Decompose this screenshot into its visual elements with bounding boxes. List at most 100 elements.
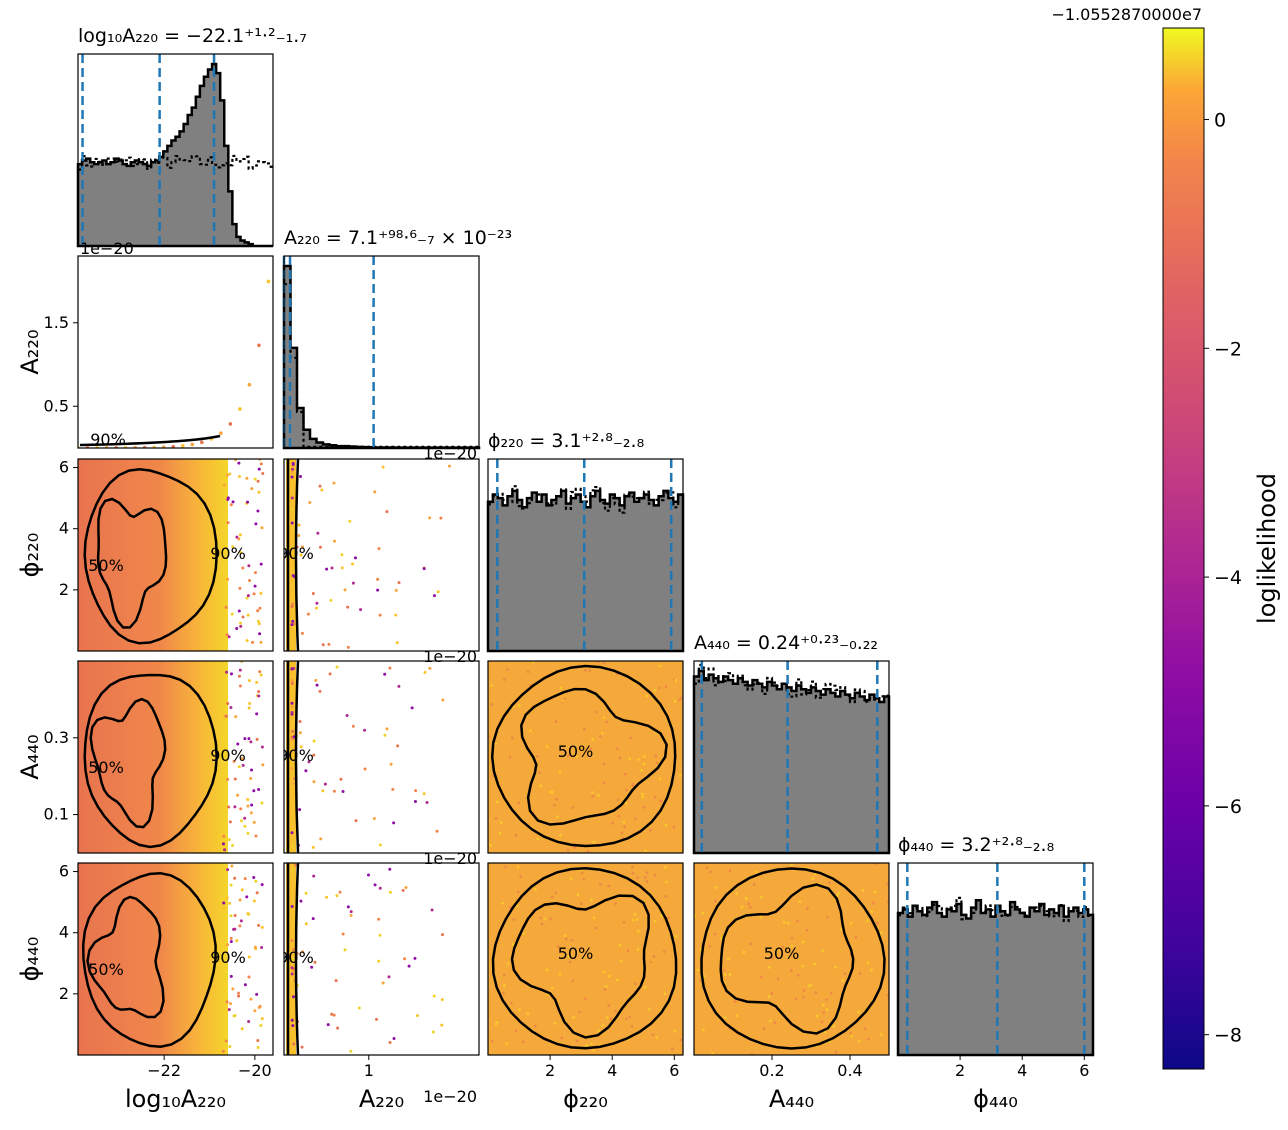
contour-label: 50% bbox=[558, 742, 594, 761]
scatter-point bbox=[618, 756, 622, 760]
scatter-point bbox=[633, 912, 637, 916]
panel-title: A₂₂₀ = 7.1⁺⁹⁸·⁶₋₇ × 10⁻²³ bbox=[284, 227, 512, 249]
scatter-point bbox=[291, 781, 295, 785]
scatter-point bbox=[363, 728, 367, 732]
scatter-point bbox=[879, 1033, 883, 1036]
scatter-point bbox=[602, 970, 606, 974]
scatter-point bbox=[815, 1014, 819, 1018]
scatter-point bbox=[312, 753, 316, 757]
scatter-point bbox=[834, 1050, 838, 1054]
x-axis-label: log₁₀A₂₂₀ bbox=[125, 1085, 226, 1113]
scatter-point bbox=[312, 874, 316, 878]
scatter-point bbox=[536, 837, 540, 841]
panel-frame bbox=[283, 660, 480, 854]
scatter-point bbox=[601, 1023, 605, 1027]
scatter-point bbox=[389, 762, 393, 766]
scatter-point bbox=[566, 848, 570, 852]
scatter-point bbox=[517, 801, 521, 805]
scatter-point bbox=[413, 800, 417, 804]
scatter-point bbox=[834, 965, 837, 969]
scatter-point bbox=[440, 1023, 444, 1027]
scatter-point bbox=[589, 747, 593, 751]
scatter-point bbox=[252, 789, 256, 793]
scatter-point bbox=[760, 895, 763, 899]
scatter-point bbox=[245, 476, 249, 480]
scatter-point bbox=[257, 622, 261, 626]
scatter-point bbox=[234, 715, 238, 719]
scatter-point bbox=[223, 848, 227, 852]
scatter-point bbox=[770, 992, 774, 995]
contour-label: 90% bbox=[210, 544, 246, 563]
scatter-point bbox=[654, 754, 658, 758]
scatter-point bbox=[522, 931, 526, 935]
scatter-point bbox=[863, 1027, 867, 1030]
scatter-point bbox=[228, 422, 233, 426]
scatter-point bbox=[290, 470, 294, 474]
scatter-point bbox=[857, 1010, 860, 1014]
scatter-point bbox=[306, 612, 310, 616]
scatter-point bbox=[591, 738, 595, 741]
scatter-point bbox=[622, 820, 626, 824]
x-tick-label: 6 bbox=[1079, 1061, 1089, 1080]
scatter-point bbox=[773, 1021, 777, 1025]
scatter-point bbox=[549, 790, 553, 794]
scatter-point bbox=[257, 467, 261, 471]
scatter-point bbox=[872, 901, 875, 905]
scatter-point bbox=[225, 714, 229, 718]
panel-frame bbox=[487, 458, 684, 652]
panel-frame bbox=[487, 660, 684, 854]
scatter-point bbox=[346, 645, 350, 649]
x-tick-label: 2 bbox=[545, 1061, 555, 1080]
scatter-point bbox=[233, 876, 237, 880]
scatter-point bbox=[256, 619, 260, 623]
scatter-point bbox=[291, 705, 295, 709]
scatter-point bbox=[359, 608, 363, 612]
panel-A220-vs-A440: 90% bbox=[283, 660, 480, 854]
scatter-point bbox=[843, 972, 847, 976]
scatter-point bbox=[576, 893, 580, 897]
y-axis-phi440: 2 4 6 ϕ₄₄₀ bbox=[16, 862, 78, 1003]
scatter-point bbox=[256, 1038, 260, 1042]
scatter-point bbox=[822, 1011, 826, 1014]
scatter-point bbox=[394, 613, 398, 617]
scatter-point bbox=[237, 461, 241, 465]
scatter-point bbox=[658, 777, 662, 781]
scatter-point bbox=[431, 1030, 435, 1034]
scatter-point bbox=[290, 604, 294, 608]
panel-A220-vs-phi440: 90% bbox=[283, 862, 480, 1056]
scatter-point bbox=[256, 479, 260, 483]
colorbar: 0 −2 −4 −6 −8 −1.0552870000e7 loglikelihood bbox=[1052, 5, 1281, 1070]
scatter-point bbox=[641, 795, 645, 799]
scatter-point bbox=[870, 968, 873, 972]
scatter-point bbox=[341, 790, 345, 794]
scatter-point bbox=[629, 736, 633, 740]
panel-title: ϕ₄₄₀ = 3.2⁺²·⁸₋₂.₈ bbox=[898, 834, 1054, 856]
scatter-point bbox=[672, 825, 676, 829]
scatter-point bbox=[580, 902, 583, 906]
scatter-point bbox=[708, 945, 712, 949]
scatter-point bbox=[722, 968, 726, 972]
scatter-point bbox=[678, 698, 681, 702]
scatter-point bbox=[238, 407, 242, 411]
colorbar-tick-label: −2 bbox=[1214, 338, 1242, 360]
scatter-point bbox=[664, 685, 668, 689]
scatter-point bbox=[314, 678, 318, 682]
scatter-point bbox=[723, 1016, 727, 1020]
scatter-point bbox=[619, 959, 623, 963]
scatter-point bbox=[235, 939, 239, 943]
scatter-point bbox=[762, 1027, 766, 1031]
scatter-point bbox=[583, 997, 587, 1001]
scatter-point bbox=[701, 911, 705, 915]
contour-label: 50% bbox=[88, 556, 124, 575]
scatter-point bbox=[245, 639, 249, 643]
scatter-point bbox=[631, 871, 635, 875]
scatter-point bbox=[259, 640, 263, 644]
scatter-point bbox=[735, 1014, 739, 1018]
scatter-point bbox=[823, 1030, 827, 1034]
scatter-point bbox=[255, 992, 259, 996]
contour-90 bbox=[491, 867, 678, 1050]
scatter-point bbox=[300, 1045, 304, 1049]
scatter-point bbox=[323, 782, 327, 786]
scatter-point bbox=[246, 831, 250, 835]
panel-title: log₁₀A₂₂₀ = −22.1⁺¹·²₋₁.₇ bbox=[78, 25, 307, 47]
